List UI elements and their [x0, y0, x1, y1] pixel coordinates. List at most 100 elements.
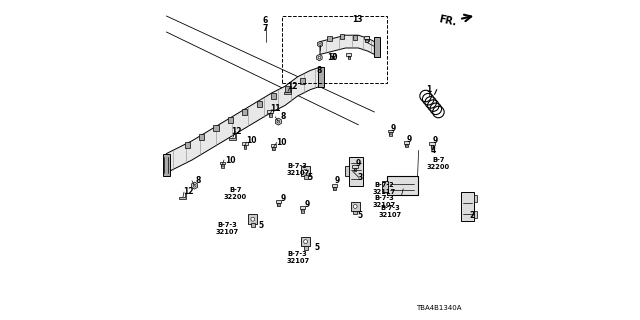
Bar — [345, 166, 349, 176]
Circle shape — [193, 184, 196, 187]
Bar — [228, 117, 233, 123]
Bar — [199, 134, 204, 140]
Text: 9: 9 — [305, 200, 310, 209]
Bar — [340, 34, 344, 39]
Circle shape — [304, 240, 308, 244]
Bar — [332, 184, 337, 187]
Text: 12: 12 — [287, 82, 298, 91]
Text: 9: 9 — [356, 159, 361, 168]
Polygon shape — [229, 134, 236, 140]
Text: 10: 10 — [276, 138, 287, 147]
Circle shape — [353, 204, 357, 208]
Bar — [353, 211, 357, 214]
Bar — [304, 246, 307, 250]
Text: 8: 8 — [280, 112, 286, 121]
Bar — [301, 166, 310, 176]
Bar — [271, 144, 276, 147]
Bar — [301, 209, 303, 213]
Bar — [374, 37, 380, 57]
Polygon shape — [275, 118, 282, 125]
Bar — [268, 110, 273, 113]
Bar — [248, 214, 257, 224]
Polygon shape — [166, 67, 320, 173]
Bar — [389, 132, 392, 136]
Bar — [304, 175, 307, 179]
Text: 13: 13 — [352, 15, 363, 24]
Bar — [185, 142, 190, 148]
Bar — [330, 53, 335, 56]
Bar — [474, 211, 477, 218]
Bar — [243, 109, 248, 115]
Bar — [354, 168, 356, 171]
Bar — [348, 56, 350, 59]
Bar — [461, 192, 474, 221]
Text: FR.: FR. — [437, 14, 457, 27]
Text: 9: 9 — [391, 124, 396, 132]
Bar — [271, 93, 276, 99]
Text: 11: 11 — [270, 104, 280, 113]
Circle shape — [319, 43, 321, 45]
Bar — [383, 181, 388, 192]
Bar — [332, 56, 334, 59]
Text: 9: 9 — [433, 136, 438, 145]
Text: 4: 4 — [431, 146, 436, 155]
Text: TBA4B1340A: TBA4B1340A — [415, 305, 461, 311]
Text: 8: 8 — [196, 176, 201, 185]
Bar — [163, 154, 170, 176]
Bar — [405, 144, 408, 147]
Text: B-7-2
32117: B-7-2 32117 — [372, 182, 396, 195]
Bar — [431, 145, 433, 149]
Bar — [365, 36, 369, 41]
Bar — [351, 202, 360, 211]
Text: 5: 5 — [314, 244, 319, 252]
Bar — [282, 16, 387, 83]
Bar — [349, 157, 364, 186]
Text: 2: 2 — [469, 212, 475, 220]
Bar — [327, 36, 332, 41]
Bar — [220, 162, 225, 164]
Text: B-7-3
32107: B-7-3 32107 — [286, 163, 309, 176]
Bar — [353, 165, 358, 168]
Text: B-7-3
32107: B-7-3 32107 — [372, 195, 396, 208]
Circle shape — [318, 56, 321, 59]
Text: B-7-3
32107: B-7-3 32107 — [379, 205, 402, 218]
Text: 5: 5 — [258, 221, 264, 230]
Text: 9: 9 — [335, 176, 340, 185]
Bar — [269, 113, 272, 117]
Circle shape — [304, 169, 308, 173]
Bar — [300, 206, 305, 209]
Bar — [353, 35, 357, 40]
Text: 7: 7 — [263, 24, 268, 33]
Text: 10: 10 — [328, 53, 338, 62]
Polygon shape — [179, 193, 186, 199]
Text: 12: 12 — [184, 188, 194, 196]
Polygon shape — [320, 35, 374, 54]
Bar — [214, 125, 219, 131]
Bar — [221, 164, 223, 168]
Bar — [251, 223, 255, 227]
Text: 5: 5 — [357, 212, 363, 220]
Bar — [319, 67, 324, 87]
Circle shape — [251, 217, 255, 221]
Text: 6: 6 — [263, 16, 268, 25]
Bar — [273, 147, 275, 150]
Bar — [257, 101, 262, 107]
Bar — [277, 203, 280, 206]
Text: B-7
32200: B-7 32200 — [427, 157, 450, 170]
Text: 1: 1 — [426, 85, 431, 94]
Text: B-7-3
32107: B-7-3 32107 — [216, 222, 239, 235]
Bar — [387, 176, 417, 195]
Circle shape — [277, 120, 280, 123]
Bar — [242, 142, 248, 145]
Polygon shape — [317, 54, 322, 61]
Bar — [429, 142, 435, 145]
Bar — [301, 237, 310, 246]
Bar — [285, 86, 291, 92]
Text: 12: 12 — [232, 127, 242, 136]
Text: 10: 10 — [246, 136, 257, 145]
Bar — [388, 130, 393, 132]
Text: 8: 8 — [317, 66, 322, 75]
Bar — [244, 145, 246, 149]
Bar — [276, 200, 281, 203]
Bar — [346, 53, 351, 56]
